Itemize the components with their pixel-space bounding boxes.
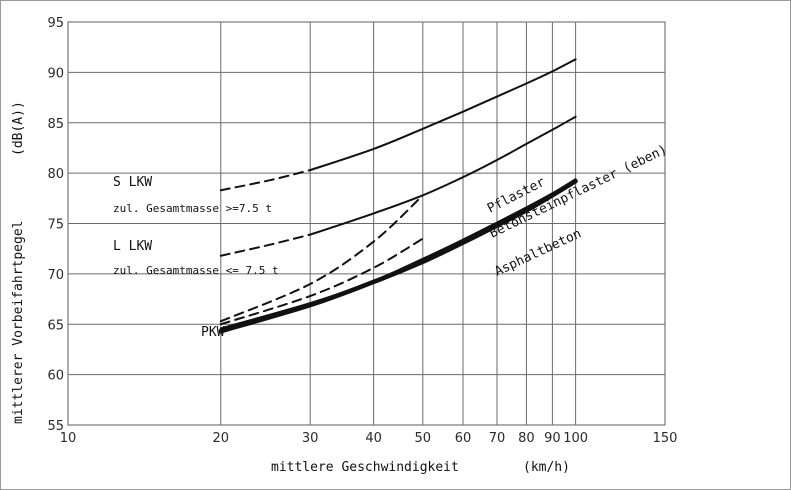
x-axis-unit: (km/h)	[523, 460, 570, 475]
x-axis-label: mittlere Geschwindigkeit	[271, 460, 459, 475]
x-tick-label: 70	[489, 431, 506, 446]
x-tick-label: 60	[455, 431, 472, 446]
x-tick-label: 100	[563, 431, 588, 446]
x-tick-label: 90	[544, 431, 561, 446]
x-tick-label: 10	[60, 431, 77, 446]
grid	[68, 22, 665, 425]
y-tick-label: 80	[47, 167, 64, 182]
series-line-l-lkw-solid	[309, 115, 577, 236]
x-tick-label: 80	[518, 431, 535, 446]
annotation-s-lkw: S LKW	[113, 175, 152, 190]
series-line-asphaltbeton-bold	[218, 178, 578, 334]
annotation-l-lkw-mass: zul. Gesamtmasse <= 7.5 t	[113, 264, 279, 277]
series-line-pkw-solid	[219, 178, 577, 330]
y-tick-label: 70	[47, 268, 64, 283]
y-tick-label: 75	[47, 218, 64, 233]
x-tick-label: 150	[653, 431, 678, 446]
y-tick-label: 95	[47, 16, 64, 31]
x-tick-label: 20	[213, 431, 230, 446]
series-line-betonsteinpflaster-eben-dashed	[219, 237, 424, 326]
y-tick-label: 65	[47, 318, 64, 333]
y-axis-label: mittlerer Vorbeifahrtpegel	[11, 221, 26, 425]
annotation-s-lkw-mass: zul. Gesamtmasse >=7.5 t	[113, 202, 272, 215]
plot-border	[67, 21, 666, 426]
y-axis-title: mittlerer Vorbeifahrtpegel (dB(A))	[11, 101, 26, 424]
tick-labels: 10 20 30 40 50 60 70 80 90 100 1505560657075808590…	[47, 16, 677, 446]
series-line-l-lkw-dashed	[219, 233, 312, 257]
x-tick-label: 30	[302, 431, 319, 446]
series-group	[218, 58, 578, 334]
series-line-pflaster-dashed	[219, 194, 424, 323]
y-tick-label: 90	[47, 66, 64, 81]
x-tick-label: 50	[415, 431, 432, 446]
y-tick-label: 85	[47, 117, 64, 132]
series-line-s-lkw-dashed	[219, 169, 312, 192]
annotation-l-lkw: L LKW	[113, 239, 152, 254]
y-axis-unit: (dB(A))	[11, 101, 26, 156]
y-tick-label: 60	[47, 369, 64, 384]
x-tick-label: 40	[365, 431, 382, 446]
series-line-s-lkw-solid	[309, 58, 577, 172]
annotation-pkw: PKW	[201, 325, 225, 340]
y-tick-label: 55	[47, 419, 64, 434]
